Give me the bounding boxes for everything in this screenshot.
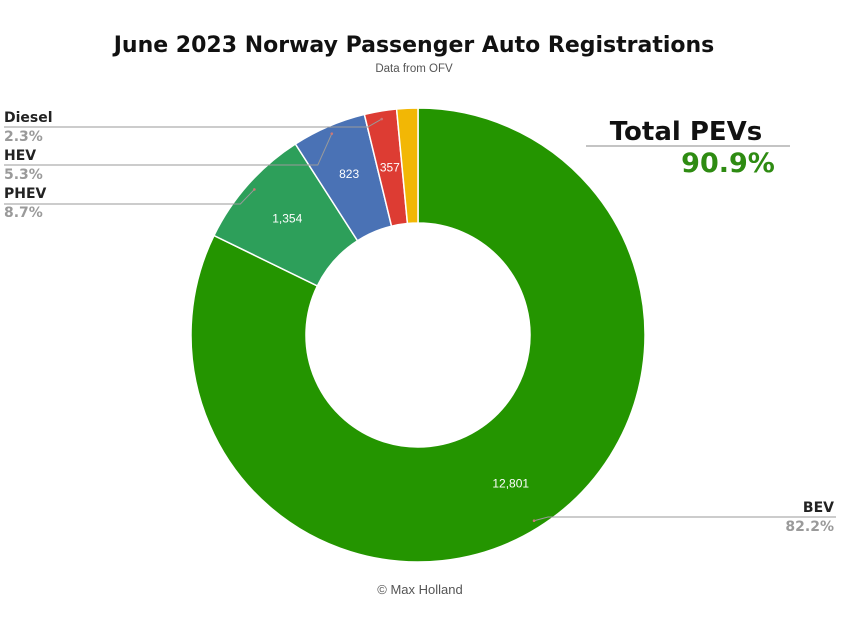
data-label-diesel: 357	[380, 160, 400, 174]
leader-anchor-bev	[532, 519, 536, 523]
data-label-phev: 1,354	[272, 212, 302, 226]
legend-percent-diesel: 2.3%	[4, 129, 43, 145]
legend-name-hev: HEV	[4, 148, 36, 164]
leader-line-phev	[4, 189, 255, 205]
leader-line-diesel	[4, 118, 382, 128]
legend-percent-bev: 82.2%	[785, 519, 834, 535]
labels-group: 12,801 BEV 82.2% 1,354 PHEV 8.7% 823 HEV 5.3% 357…	[4, 110, 834, 535]
leader-anchor-hev	[330, 132, 334, 135]
legend-name-diesel: Diesel	[4, 110, 53, 126]
leader-anchor-diesel	[380, 117, 384, 121]
legend-percent-phev: 8.7%	[4, 205, 43, 221]
leader-lines-group	[4, 117, 836, 523]
slice-bev	[190, 107, 646, 563]
legend-name-bev: BEV	[803, 500, 834, 516]
leader-anchor-phev	[253, 188, 256, 191]
leader-line-bev	[533, 516, 836, 522]
data-label-hev: 823	[339, 167, 359, 181]
chart-credit: © Max Holland	[377, 582, 462, 597]
slices-group	[190, 107, 646, 563]
slice-other	[395, 107, 419, 225]
chart-subtitle: Data from OFV	[375, 63, 453, 75]
total-pevs-value: 90.9%	[681, 148, 775, 179]
legend-percent-hev: 5.3%	[4, 167, 43, 183]
leader-line-hev	[4, 133, 333, 166]
data-label-bev: 12,801	[492, 476, 529, 490]
total-pevs-label: Total PEVs	[610, 117, 763, 147]
chart-title: June 2023 Norway Passenger Auto Registra…	[112, 33, 715, 58]
legend-name-phev: PHEV	[4, 186, 47, 202]
